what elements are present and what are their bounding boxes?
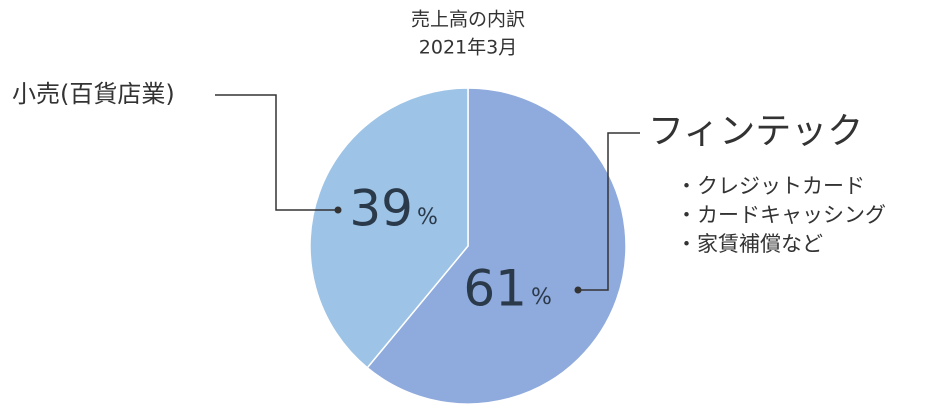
chart-subtitle: 2021年3月 — [419, 37, 517, 59]
value-label: 61 — [463, 260, 527, 318]
category-detail: ・クレジットカード — [676, 174, 865, 198]
category-label: フィンテック — [648, 111, 863, 152]
chart-title: 売上高の内訳 — [411, 9, 525, 31]
value-unit: % — [417, 205, 438, 230]
category-detail: ・カードキャッシング — [676, 203, 886, 227]
leader-line — [215, 94, 335, 211]
pie-slice — [309, 87, 469, 369]
category-label: 小売(百貨店業) — [12, 80, 175, 108]
value-label: 39 — [349, 180, 413, 238]
leader-line — [580, 132, 640, 291]
leader-dot — [334, 206, 342, 214]
leader-dot — [574, 286, 582, 294]
value-unit: % — [531, 285, 552, 310]
pie-slice — [366, 87, 627, 405]
category-detail: ・家賃補償など — [676, 232, 823, 256]
